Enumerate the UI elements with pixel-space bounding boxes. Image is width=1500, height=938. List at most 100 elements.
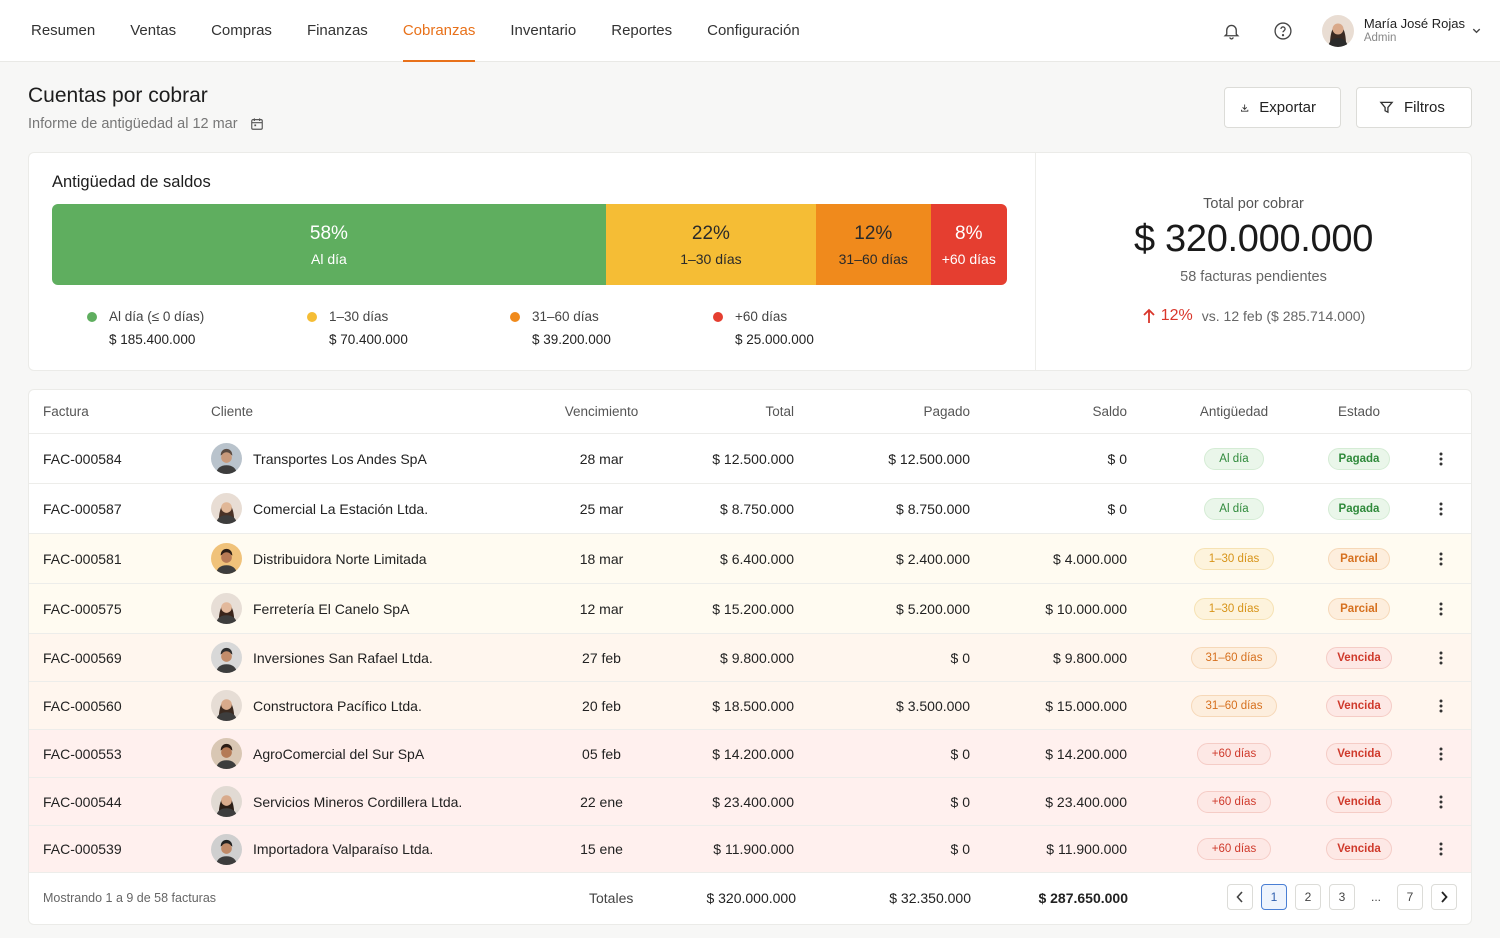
legend-label-row: 31–60 días: [510, 309, 713, 324]
invoice-number[interactable]: FAC-000587: [43, 500, 122, 517]
total-amount: $ 12.500.000: [712, 450, 794, 467]
col-header-total[interactable]: Total: [765, 404, 794, 419]
aging-segment[interactable]: 58% Al día: [52, 204, 606, 285]
client-avatar: [211, 443, 242, 474]
table-row[interactable]: FAC-000575 Ferretería El Canelo SpA 12 mar…: [29, 584, 1471, 634]
next-page-button[interactable]: [1431, 884, 1457, 910]
total-amount: $ 6.400.000: [720, 550, 794, 567]
client-cell[interactable]: Importadora Valparaíso Ltda.: [211, 826, 433, 872]
segment-percent: 8%: [955, 222, 983, 244]
legend-item: Al día (≤ 0 días) $ 185.400.000: [87, 309, 307, 347]
export-button[interactable]: Exportar: [1224, 87, 1341, 128]
page-button[interactable]: 1: [1261, 884, 1287, 910]
more-options-icon[interactable]: [1429, 778, 1453, 825]
table-row[interactable]: FAC-000587 Comercial La Estación Ltda. 25 …: [29, 484, 1471, 534]
more-options-icon[interactable]: [1429, 682, 1453, 729]
status-badge: Vencida: [1326, 694, 1392, 717]
nav-item-ventas[interactable]: Ventas: [130, 22, 177, 39]
more-options-icon[interactable]: [1429, 826, 1453, 872]
col-header-aging[interactable]: Antigüedad: [1199, 404, 1269, 419]
status-badge: Parcial: [1328, 547, 1390, 570]
invoice-number[interactable]: FAC-000560: [43, 697, 122, 714]
nav-item-inventario[interactable]: Inventario: [510, 22, 577, 39]
aging-title: Antigüedad de saldos: [52, 173, 211, 191]
col-header-paid[interactable]: Pagado: [923, 404, 970, 419]
page-button[interactable]: 2: [1295, 884, 1321, 910]
invoice-number[interactable]: FAC-000575: [43, 600, 122, 617]
legend-dot-icon: [713, 311, 723, 322]
totals-paid: $ 32.350.000: [889, 890, 971, 906]
page-header: Cuentas por cobrar Informe de antigüedad…: [28, 84, 264, 132]
client-cell[interactable]: Ferretería El Canelo SpA: [211, 584, 409, 633]
more-options-icon[interactable]: [1429, 584, 1453, 633]
nav-item-reportes[interactable]: Reportes: [611, 22, 673, 39]
client-cell[interactable]: Transportes Los Andes SpA: [211, 434, 427, 483]
table-row[interactable]: FAC-000584 Transportes Los Andes SpA 28 ma…: [29, 434, 1471, 484]
invoice-number[interactable]: FAC-000581: [43, 550, 122, 567]
aging-stacked-bar: 58% Al día 22% 1–30 días 12% 31–60 días 8% +60 …: [52, 204, 1007, 285]
arrow-up-icon: [1143, 308, 1155, 323]
help-icon[interactable]: [1271, 19, 1295, 43]
client-cell[interactable]: Servicios Mineros Cordillera Ltda.: [211, 778, 462, 825]
col-header-client[interactable]: Cliente: [211, 404, 254, 419]
aging-segment[interactable]: 12% 31–60 días: [815, 204, 931, 285]
paid-amount: $ 0: [950, 793, 970, 810]
legend-item: 1–30 días $ 70.400.000: [307, 309, 510, 347]
user-info[interactable]: María José Rojas Admin: [1364, 16, 1465, 45]
page-button[interactable]: 7: [1397, 884, 1423, 910]
due-date: 22 ene: [580, 793, 623, 810]
aging-segment[interactable]: 22% 1–30 días: [605, 204, 816, 285]
client-cell[interactable]: Inversiones San Rafael Ltda.: [211, 634, 433, 681]
nav-item-compras[interactable]: Compras: [211, 22, 272, 39]
legend-label-row: Al día (≤ 0 días): [87, 309, 307, 324]
nav-item-configuracin[interactable]: Configuración: [707, 22, 800, 39]
balance-amount: $ 4.000.000: [1053, 550, 1127, 567]
more-options-icon[interactable]: [1429, 730, 1453, 777]
client-cell[interactable]: Constructora Pacífico Ltda.: [211, 682, 422, 729]
invoice-number[interactable]: FAC-000544: [43, 793, 122, 810]
nav-item-cobranzas[interactable]: Cobranzas: [402, 0, 475, 62]
invoice-number[interactable]: FAC-000539: [43, 841, 122, 857]
calendar-icon[interactable]: [250, 117, 264, 131]
table-row[interactable]: FAC-000544 Servicios Mineros Cordillera L…: [29, 778, 1471, 826]
col-header-invoice[interactable]: Factura: [43, 404, 89, 419]
aging-cell: +60 días: [1174, 778, 1294, 825]
segment-percent: 22%: [691, 222, 730, 244]
more-options-icon[interactable]: [1429, 534, 1453, 583]
page-button[interactable]: 3: [1329, 884, 1355, 910]
client-name: Distribuidora Norte Limitada: [253, 550, 427, 567]
client-cell[interactable]: AgroComercial del Sur SpA: [211, 730, 424, 777]
table-row[interactable]: FAC-000560 Constructora Pacífico Ltda. 20 …: [29, 682, 1471, 730]
bell-icon[interactable]: [1220, 19, 1244, 43]
aging-cell: +60 días: [1174, 730, 1294, 777]
status-cell: Vencida: [1314, 730, 1404, 777]
col-header-due[interactable]: Vencimiento: [564, 404, 639, 419]
table-header: Factura Cliente Vencimiento Total Pagado…: [29, 390, 1471, 434]
table-row[interactable]: FAC-000539 Importadora Valparaíso Ltda. 15…: [29, 826, 1471, 873]
export-label: Exportar: [1259, 99, 1316, 116]
client-avatar: [211, 543, 242, 574]
client-cell[interactable]: Distribuidora Norte Limitada: [211, 534, 427, 583]
table-row[interactable]: FAC-000581 Distribuidora Norte Limitada 18…: [29, 534, 1471, 584]
balance-amount: $ 10.000.000: [1045, 600, 1127, 617]
client-avatar: [211, 690, 242, 721]
aging-segment[interactable]: 8% +60 días: [930, 204, 1007, 285]
nav-item-resumen[interactable]: Resumen: [31, 22, 96, 39]
table-row[interactable]: FAC-000569 Inversiones San Rafael Ltda. 27…: [29, 634, 1471, 682]
table-row[interactable]: FAC-000553 AgroComercial del Sur SpA 05 fe…: [29, 730, 1471, 778]
invoice-number[interactable]: FAC-000569: [43, 649, 122, 666]
col-header-balance[interactable]: Saldo: [1092, 404, 1127, 419]
more-options-icon[interactable]: [1429, 484, 1453, 533]
more-options-icon[interactable]: [1429, 434, 1453, 483]
legend-dot-icon: [307, 311, 317, 322]
user-avatar[interactable]: [1321, 15, 1354, 47]
more-options-icon[interactable]: [1429, 634, 1453, 681]
invoice-number[interactable]: FAC-000553: [43, 745, 122, 762]
filters-button[interactable]: Filtros: [1356, 87, 1472, 128]
col-header-status[interactable]: Estado: [1337, 404, 1381, 419]
prev-page-button[interactable]: [1227, 884, 1253, 910]
invoice-number[interactable]: FAC-000584: [43, 450, 122, 467]
chevron-down-icon[interactable]: [1471, 23, 1482, 39]
nav-item-finanzas[interactable]: Finanzas: [306, 22, 368, 39]
client-cell[interactable]: Comercial La Estación Ltda.: [211, 484, 428, 533]
